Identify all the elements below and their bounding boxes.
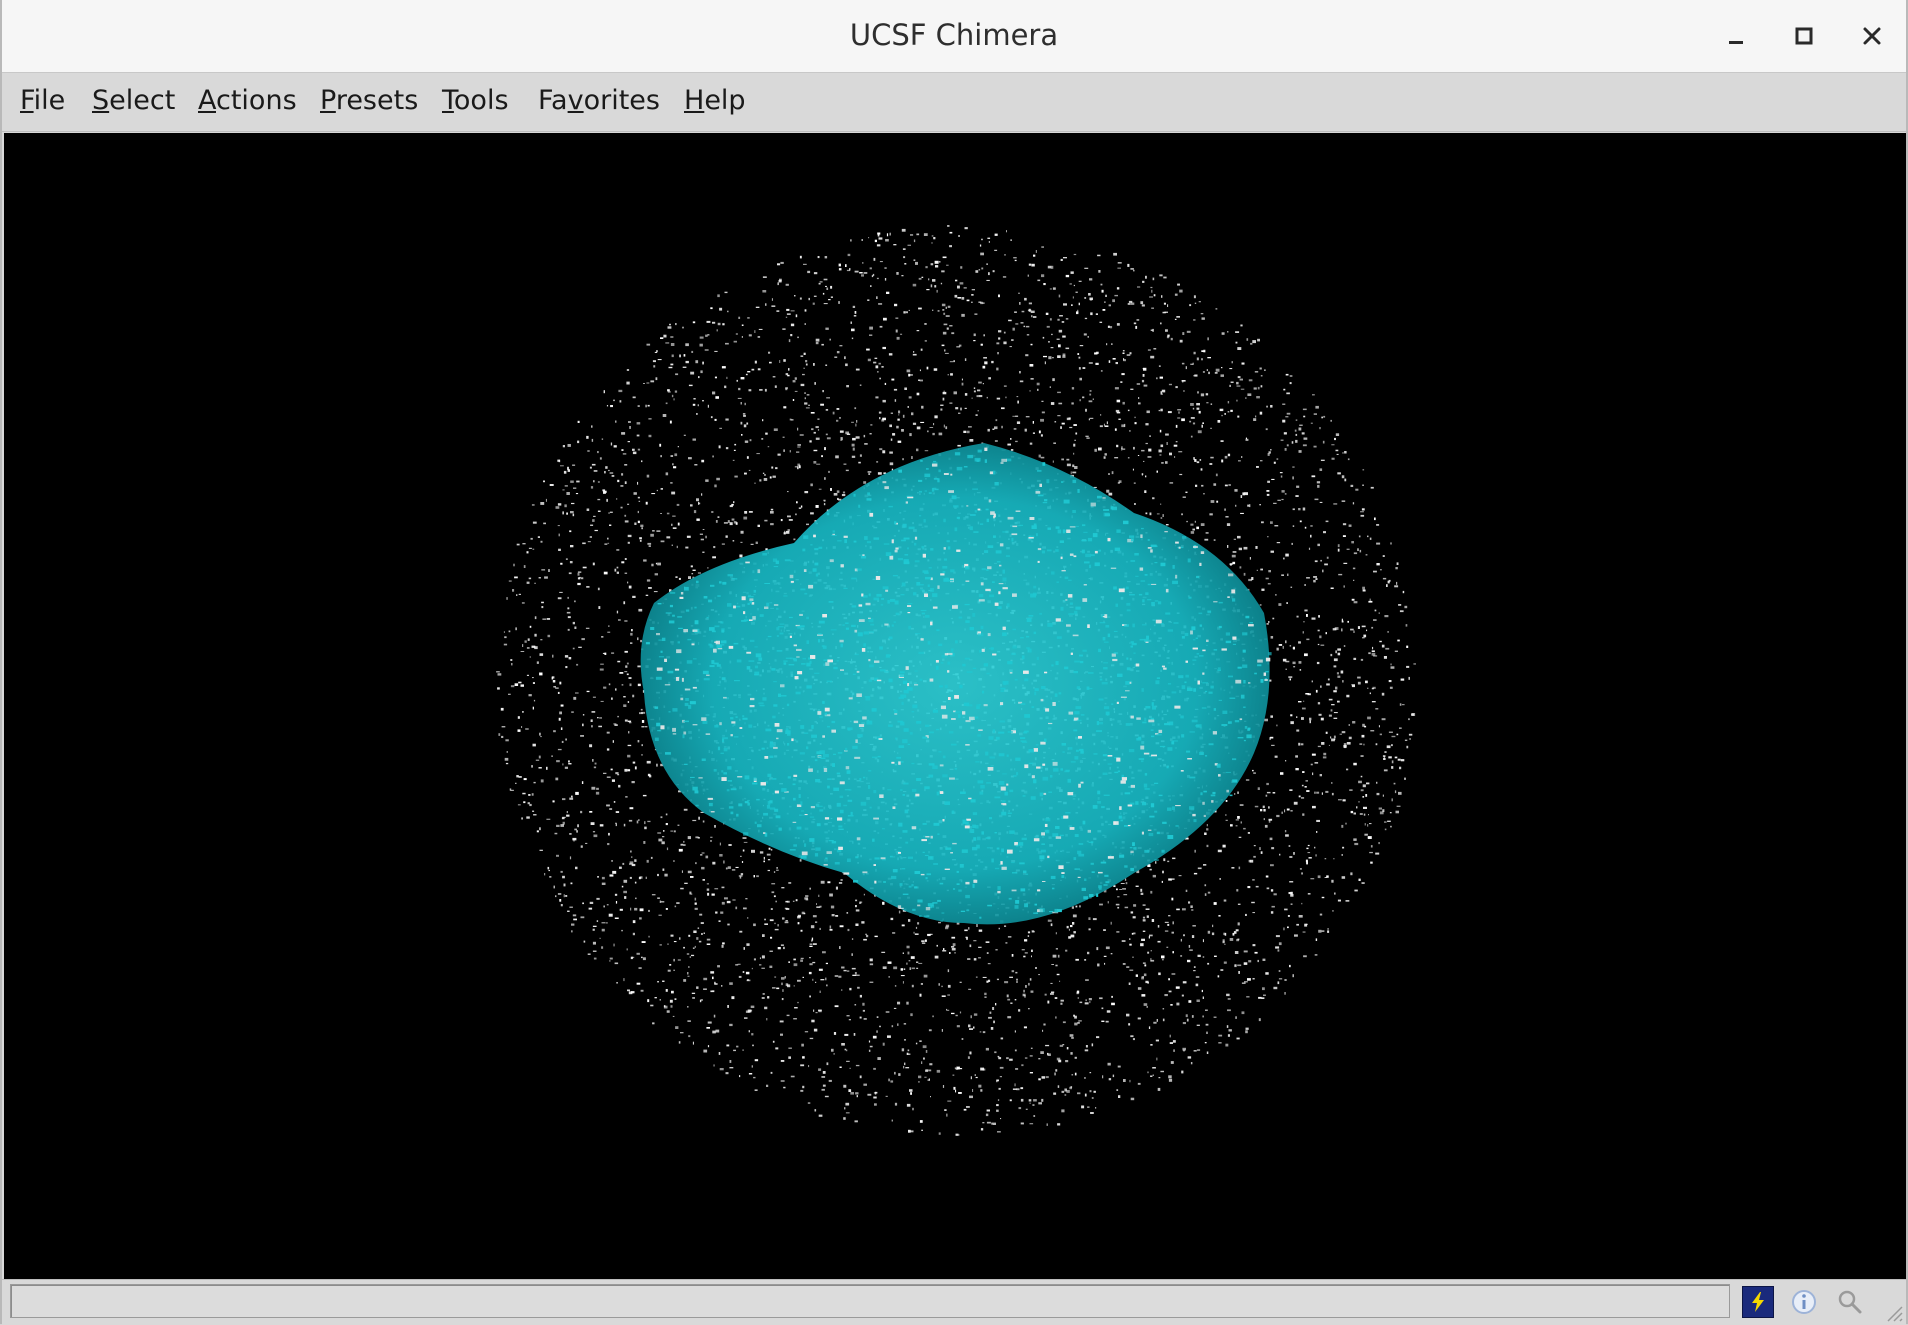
menu-file[interactable]: File — [20, 85, 66, 116]
close-button[interactable] — [1852, 18, 1892, 54]
search-button[interactable] — [1834, 1286, 1866, 1318]
info-button[interactable] — [1788, 1286, 1820, 1318]
menu-favorites[interactable]: Favorites — [538, 85, 660, 116]
density-surface — [640, 443, 1270, 925]
maximize-button[interactable] — [1784, 18, 1824, 54]
menu-presets[interactable]: Presets — [320, 85, 419, 116]
menu-actions[interactable]: Actions — [198, 85, 297, 116]
minimize-button[interactable] — [1716, 18, 1756, 54]
search-icon — [1838, 1290, 1862, 1314]
graphics-viewport[interactable] — [4, 133, 1906, 1279]
info-icon — [1792, 1290, 1816, 1314]
maximize-icon — [1795, 27, 1813, 45]
resize-grip[interactable] — [1882, 1301, 1904, 1323]
status-message — [10, 1284, 1730, 1318]
lightning-icon — [1752, 1292, 1764, 1312]
close-icon — [1863, 27, 1881, 45]
minimize-icon — [1729, 41, 1743, 44]
menu-tools[interactable]: Tools — [442, 85, 509, 116]
menu-select[interactable]: Select — [92, 85, 176, 116]
menu-help[interactable]: Help — [684, 85, 746, 116]
window-title: UCSF Chimera — [849, 18, 1059, 52]
surface-detail — [645, 447, 1272, 922]
command-line-button[interactable] — [1742, 1286, 1774, 1318]
status-bar — [2, 1279, 1906, 1325]
title-bar[interactable]: UCSF Chimera — [2, 0, 1906, 73]
menu-bar: File Select Actions Presets Tools Favori… — [2, 73, 1906, 132]
molecular-surface-render — [496, 225, 1416, 1136]
